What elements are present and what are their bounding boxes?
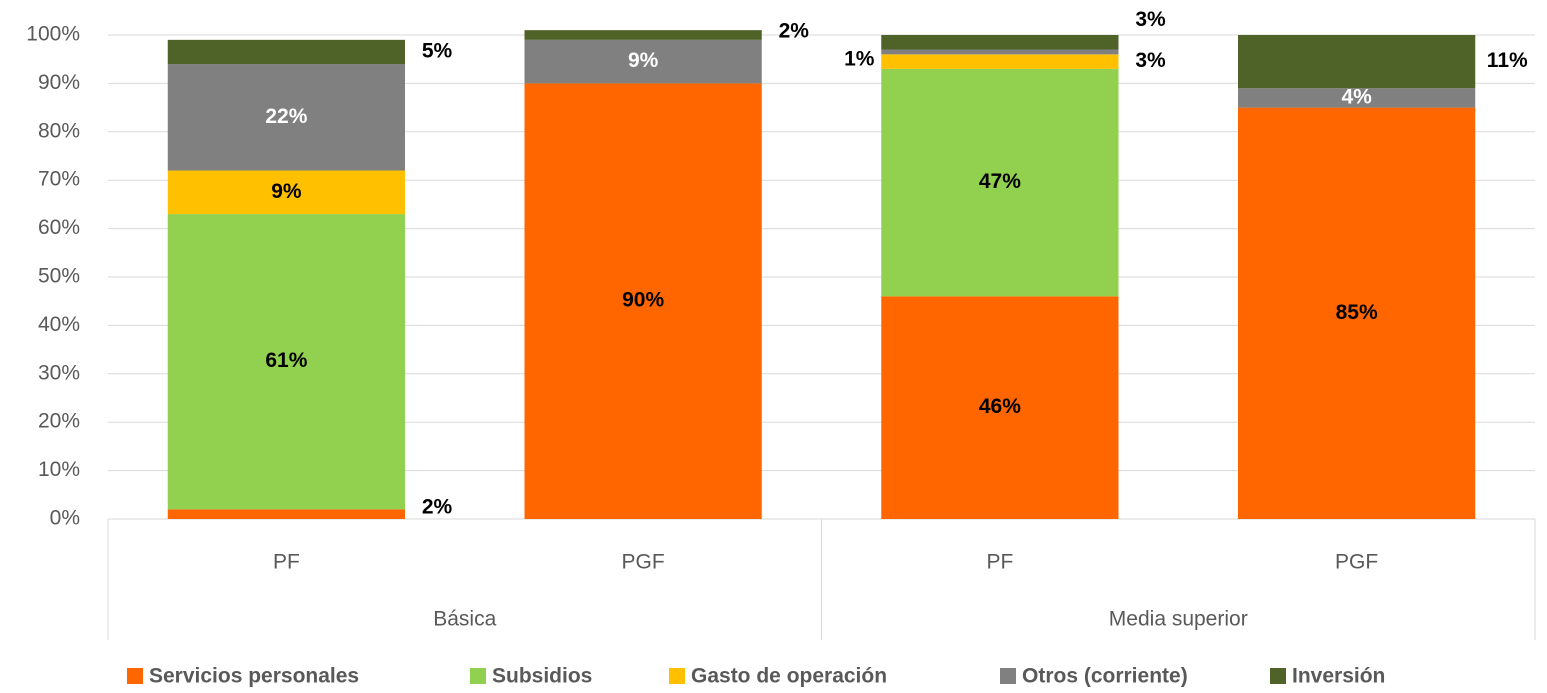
bar-segment — [167, 39, 405, 65]
y-tick-label: 0% — [50, 507, 80, 530]
bar-segment — [881, 68, 1119, 297]
y-tick-label: 90% — [38, 71, 80, 94]
legend-swatch — [669, 668, 685, 684]
bar-segment — [1238, 107, 1476, 519]
bar-segment — [524, 39, 762, 84]
data-label: 2% — [779, 20, 810, 43]
data-label: 11% — [1487, 49, 1528, 72]
y-tick-label: 40% — [38, 313, 80, 336]
y-tick-label: 60% — [38, 216, 80, 239]
data-label: 3% — [1135, 49, 1166, 72]
legend-label: Subsidios — [492, 665, 592, 688]
bar-segment — [1238, 88, 1476, 108]
bar-segment — [881, 35, 1119, 50]
data-label: 5% — [422, 39, 453, 62]
x-tick-label: PF — [986, 551, 1013, 574]
bar-segment — [1238, 35, 1476, 89]
bar-segment — [524, 30, 762, 40]
y-tick-label: 20% — [38, 410, 80, 433]
data-label: 61% — [265, 349, 307, 372]
bar-segment — [524, 83, 762, 520]
legend-swatch — [127, 668, 143, 684]
data-label: 90% — [622, 289, 664, 312]
data-label: 4% — [1341, 85, 1372, 108]
legend-label: Inversión — [1292, 665, 1385, 688]
x-tick-label: PGF — [1335, 551, 1378, 574]
group-label: Básica — [433, 608, 496, 631]
bar-segment — [881, 54, 1119, 69]
y-tick-label: 70% — [38, 168, 80, 191]
x-tick-label: PGF — [622, 551, 665, 574]
legend-swatch — [470, 668, 486, 684]
y-tick-label: 80% — [38, 119, 80, 142]
legend-swatch — [1000, 668, 1016, 684]
x-tick-label: PF — [273, 551, 300, 574]
legend-label: Servicios personales — [149, 665, 359, 688]
data-label: 22% — [265, 105, 307, 128]
data-label: 9% — [271, 180, 302, 203]
data-label: 85% — [1336, 301, 1378, 324]
bar-segment — [167, 170, 405, 215]
group-label: Media superior — [1109, 608, 1248, 631]
data-label: 46% — [979, 395, 1021, 418]
bar-segment — [167, 64, 405, 171]
y-tick-label: 30% — [38, 361, 80, 384]
bar-segment — [881, 49, 1119, 55]
data-label: 1% — [844, 47, 875, 70]
data-label: 9% — [628, 49, 659, 72]
data-label: 47% — [979, 170, 1021, 193]
legend-label: Otros (corriente) — [1022, 665, 1188, 688]
y-tick-label: 100% — [26, 23, 80, 46]
bar-segment — [881, 296, 1119, 519]
bar-segment — [167, 509, 405, 519]
bar-segment — [167, 214, 405, 510]
legend-swatch — [1270, 668, 1286, 684]
data-label: 2% — [422, 496, 453, 519]
y-tick-label: 10% — [38, 458, 80, 481]
y-tick-label: 50% — [38, 265, 80, 288]
legend-label: Gasto de operación — [691, 665, 887, 688]
data-label: 3% — [1135, 8, 1166, 31]
